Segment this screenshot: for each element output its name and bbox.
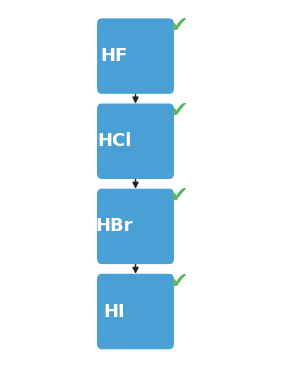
Text: HF: HF: [101, 47, 128, 65]
FancyBboxPatch shape: [97, 104, 174, 179]
FancyBboxPatch shape: [97, 19, 174, 94]
Text: ✔: ✔: [169, 187, 188, 206]
Text: HI: HI: [103, 303, 125, 320]
Text: HCl: HCl: [97, 132, 132, 150]
FancyBboxPatch shape: [97, 189, 174, 264]
FancyBboxPatch shape: [97, 274, 174, 349]
Text: ✔: ✔: [169, 272, 188, 291]
Text: ✔: ✔: [169, 16, 188, 36]
Text: ✔: ✔: [169, 101, 188, 121]
Text: HBr: HBr: [95, 217, 133, 235]
